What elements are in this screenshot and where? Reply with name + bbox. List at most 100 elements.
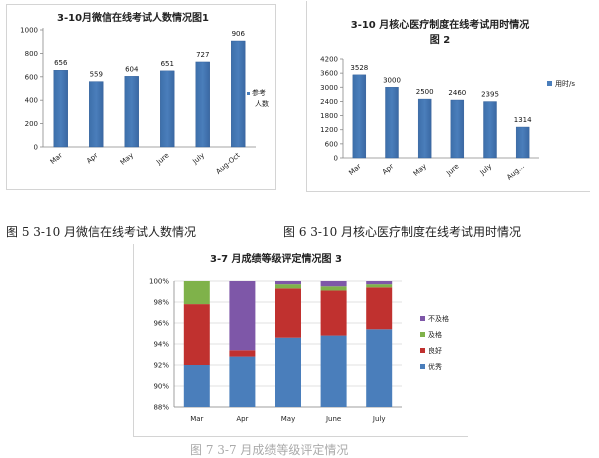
data-label: 2500 <box>416 88 434 96</box>
y-tick-label: 800 <box>25 50 38 58</box>
chart3-title: 3-7 月成绩等级评定情况图 3 <box>210 252 342 265</box>
y-tick-label: 100% <box>149 278 169 286</box>
x-tick-label: Mar <box>347 162 362 177</box>
x-tick-label: Aug... <box>505 162 526 181</box>
data-label: 3000 <box>383 76 401 84</box>
bar <box>483 101 497 159</box>
x-tick-label: Mar <box>49 151 64 166</box>
chart2-title: 3-10 月核心医疗制度在线考试用时情况 <box>351 18 530 31</box>
stacked-segment <box>229 350 256 357</box>
data-label: 906 <box>232 30 246 38</box>
stacked-segment <box>320 335 347 407</box>
bar <box>160 70 175 148</box>
chart-svg: 3-7 月成绩等级评定情况图 3 88% 90% 92% 94% 96% 98% 100% Ma… <box>149 252 449 423</box>
data-label: 1314 <box>514 116 532 124</box>
y-tick-label: 98% <box>153 299 169 307</box>
data-label: 604 <box>125 65 139 73</box>
y-tick-label: 400 <box>25 97 38 105</box>
legend-swatch <box>420 348 425 353</box>
x-tick-label: Apr <box>381 162 396 176</box>
caption-fig6: 图 6 3-10 月核心医疗制度在线考试用时情况 <box>283 225 522 239</box>
y-tick-label: 1000 <box>20 27 38 35</box>
data-label: 651 <box>161 60 174 68</box>
stacked-segment <box>229 281 256 351</box>
data-label: 3528 <box>350 64 368 72</box>
stacked-segment <box>366 281 393 285</box>
y-tick-label: 0 <box>34 144 38 152</box>
stacked-segment <box>366 284 393 288</box>
chart2-subtitle: 图 2 <box>430 34 450 46</box>
chart-exam-duration: 3-10 月核心医疗制度在线考试用时情况图 2 0 600 1200 1800 2400 3… <box>306 1 590 192</box>
x-tick-label: Jure <box>444 162 460 177</box>
stacked-segment <box>320 281 347 287</box>
y-tick-label: 88% <box>153 404 169 412</box>
x-tick-label: July <box>478 162 494 177</box>
stacked-segment <box>366 329 393 407</box>
x-tick-label: May <box>281 415 295 423</box>
bar <box>53 70 68 148</box>
y-tick-label: 600 <box>325 140 338 148</box>
x-tick-label: July <box>190 151 206 166</box>
bar <box>195 61 210 148</box>
y-tick-label: 1200 <box>320 126 338 134</box>
x-tick-label: Apr <box>236 415 248 423</box>
bar <box>450 99 465 159</box>
bar <box>89 81 104 148</box>
x-tick-label: Jure <box>154 151 170 166</box>
legend-swatch <box>547 81 552 86</box>
legend-label: 人数 <box>255 99 269 108</box>
y-tick-label: 3000 <box>320 84 338 92</box>
chart-exam-participants: 3-10月微信在线考试人数情况图1 0 200 400 600 800 1000 656 Mar… <box>6 4 276 190</box>
legend-label: 用时/s <box>555 79 575 88</box>
caption-fig5: 图 5 3-10 月微信在线考试人数情况 <box>6 225 197 239</box>
stacked-segment <box>183 281 210 305</box>
legend-label: 不及格 <box>428 314 449 323</box>
bar <box>385 87 399 159</box>
x-tick-label: Mar <box>190 415 203 423</box>
y-tick-label: 200 <box>25 120 38 128</box>
legend-swatch <box>247 92 250 95</box>
stacked-segment <box>275 337 301 407</box>
data-label: 656 <box>54 59 68 67</box>
y-tick-label: 94% <box>153 341 169 349</box>
caption-fig7: 图 7 3-7 月成绩等级评定情况 <box>190 443 349 457</box>
stacked-segment <box>229 356 256 407</box>
y-tick-label: 0 <box>334 155 338 163</box>
legend-label: 良好 <box>428 346 442 355</box>
x-tick-label: May <box>119 151 135 166</box>
y-tick-label: 3600 <box>320 70 338 78</box>
chart-grade-distribution: 3-7 月成绩等级评定情况图 3 88% 90% 92% 94% 96% 98% 100% Ma… <box>133 244 468 437</box>
x-tick-label: June <box>325 415 341 423</box>
chart-svg: 3-10月微信在线考试人数情况图1 0 200 400 600 800 1000 656 Mar… <box>20 11 269 176</box>
y-tick-label: 1800 <box>320 112 338 120</box>
y-tick-label: 96% <box>153 320 169 328</box>
legend-label: 参考 <box>252 88 266 97</box>
legend-swatch <box>420 332 425 337</box>
y-tick-label: 2400 <box>320 98 338 106</box>
stacked-segment <box>366 287 393 330</box>
x-tick-label: Apr <box>85 151 100 165</box>
bar <box>417 98 432 159</box>
stacked-segment <box>275 284 301 289</box>
bar <box>515 126 530 159</box>
bar <box>352 74 367 159</box>
stacked-segment <box>275 281 301 285</box>
data-label: 727 <box>196 51 209 59</box>
data-label: 559 <box>90 71 103 79</box>
legend-swatch <box>420 316 425 321</box>
x-tick-label: July <box>372 415 386 423</box>
y-tick-label: 90% <box>153 383 169 391</box>
x-tick-label: Aug-Oct <box>215 151 242 176</box>
stacked-segment <box>320 286 347 291</box>
stacked-segment <box>183 304 210 365</box>
y-tick-label: 600 <box>25 73 38 81</box>
chart1-title: 3-10月微信在线考试人数情况图1 <box>57 11 209 24</box>
legend-label: 优秀 <box>428 362 442 371</box>
y-tick-label: 92% <box>153 362 169 370</box>
legend-label: 及格 <box>428 330 442 339</box>
bar <box>231 40 246 148</box>
bar <box>124 76 139 148</box>
y-tick-label: 4200 <box>320 56 338 64</box>
x-tick-label: May <box>412 162 428 177</box>
